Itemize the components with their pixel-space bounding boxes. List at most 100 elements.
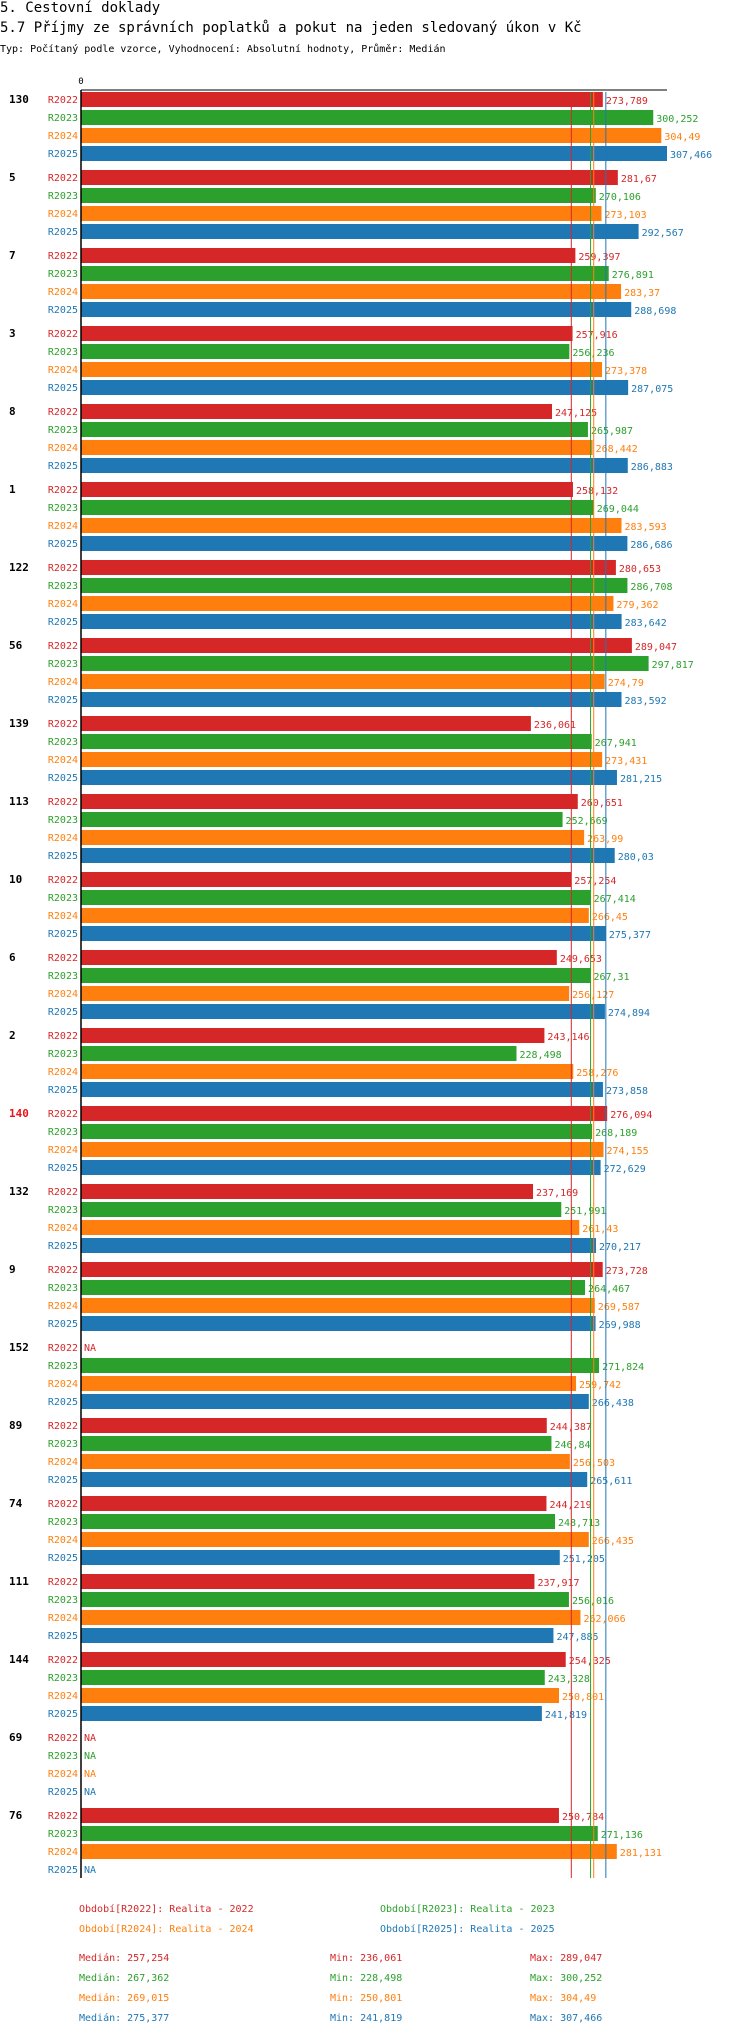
bar-r2024 bbox=[81, 752, 603, 767]
data-label: 241,819 bbox=[545, 1710, 587, 1721]
series-label: R2025 bbox=[48, 461, 78, 472]
series-label: R2024 bbox=[48, 1145, 78, 1156]
bar-r2022 bbox=[81, 404, 552, 419]
series-label: R2022 bbox=[48, 1265, 78, 1276]
series-label: R2024 bbox=[48, 677, 78, 688]
series-label: R2022 bbox=[48, 173, 78, 184]
group-label: 140 bbox=[9, 1107, 29, 1120]
data-label: 254,325 bbox=[569, 1656, 611, 1667]
data-label: 268,189 bbox=[595, 1128, 637, 1139]
bar-r2022 bbox=[81, 1808, 559, 1823]
data-label: 286,708 bbox=[630, 582, 672, 593]
series-label: R2023 bbox=[48, 1439, 78, 1450]
bar-r2023 bbox=[81, 1358, 600, 1373]
bar-r2025 bbox=[81, 536, 628, 551]
bar-r2023 bbox=[81, 812, 563, 827]
bar-r2022 bbox=[81, 1106, 608, 1121]
data-label: 271,136 bbox=[601, 1830, 643, 1841]
data-label: 243,328 bbox=[548, 1674, 590, 1685]
series-label: R2024 bbox=[48, 599, 78, 610]
bar-r2022 bbox=[81, 248, 576, 263]
series-label: R2023 bbox=[48, 1673, 78, 1684]
bar-r2024 bbox=[81, 362, 603, 377]
data-label: 269,044 bbox=[597, 504, 639, 515]
data-label: 263,99 bbox=[587, 834, 623, 845]
stat-max: Max: 289,047 bbox=[530, 1953, 602, 1964]
data-label: 250,801 bbox=[562, 1692, 604, 1703]
bar-r2024 bbox=[81, 1220, 580, 1235]
series-label: R2025 bbox=[48, 383, 78, 394]
bar-r2024 bbox=[81, 1688, 560, 1703]
group-label: 8 bbox=[9, 405, 16, 418]
series-label: R2023 bbox=[48, 1751, 78, 1762]
data-label: 300,252 bbox=[656, 114, 698, 125]
series-label: R2025 bbox=[48, 1631, 78, 1642]
data-label: 280,653 bbox=[619, 564, 661, 575]
data-label: 259,742 bbox=[579, 1380, 621, 1391]
series-label: R2023 bbox=[48, 1049, 78, 1060]
series-label: R2025 bbox=[48, 227, 78, 238]
bar-r2022 bbox=[81, 1028, 545, 1043]
data-label: 244,219 bbox=[549, 1500, 591, 1511]
series-label: R2024 bbox=[48, 287, 78, 298]
data-label: 266,438 bbox=[592, 1398, 634, 1409]
group-label: 6 bbox=[9, 951, 16, 964]
group-label: 56 bbox=[9, 639, 23, 652]
bar-r2023 bbox=[81, 1592, 569, 1607]
group-label: 89 bbox=[9, 1419, 22, 1432]
bar-r2024 bbox=[81, 908, 589, 923]
series-label: R2024 bbox=[48, 1535, 78, 1546]
bar-r2023 bbox=[81, 734, 592, 749]
stat-min: Min: 236,061 bbox=[330, 1953, 402, 1964]
series-label: R2022 bbox=[48, 875, 78, 886]
bar-r2022 bbox=[81, 1652, 566, 1667]
group-label: 9 bbox=[9, 1263, 16, 1276]
group-label: 5 bbox=[9, 171, 16, 184]
bar-r2023 bbox=[81, 110, 654, 125]
stat-min: Min: 228,498 bbox=[330, 1973, 402, 1984]
bar-r2023 bbox=[81, 578, 628, 593]
series-label: R2023 bbox=[48, 269, 78, 280]
data-label: 256,016 bbox=[572, 1596, 614, 1607]
bar-r2025 bbox=[81, 1082, 603, 1097]
data-label: 274,79 bbox=[608, 678, 644, 689]
section-title: 5. Cestovní doklady bbox=[0, 0, 161, 16]
data-label: 281,131 bbox=[620, 1848, 662, 1859]
series-label: R2025 bbox=[48, 695, 78, 706]
na-label: NA bbox=[84, 1751, 96, 1762]
series-label: R2023 bbox=[48, 503, 78, 514]
bar-r2024 bbox=[81, 1532, 589, 1547]
series-label: R2024 bbox=[48, 989, 78, 1000]
bar-r2025 bbox=[81, 380, 629, 395]
bar-r2025 bbox=[81, 1394, 589, 1409]
bar-r2023 bbox=[81, 266, 609, 281]
data-label: 265,987 bbox=[591, 426, 633, 437]
data-label: 237,169 bbox=[536, 1188, 578, 1199]
data-label: 236,061 bbox=[534, 720, 576, 731]
series-label: R2025 bbox=[48, 149, 78, 160]
na-label: NA bbox=[84, 1865, 96, 1876]
data-label: 262,066 bbox=[583, 1614, 625, 1625]
stat-median: Medián: 257,254 bbox=[79, 1952, 169, 1964]
series-label: R2025 bbox=[48, 1475, 78, 1486]
series-label: R2025 bbox=[48, 1163, 78, 1174]
data-label: 273,431 bbox=[605, 756, 647, 767]
group-label: 76 bbox=[9, 1809, 23, 1822]
group-label: 10 bbox=[9, 873, 22, 886]
data-label: 249,653 bbox=[560, 954, 602, 965]
bar-r2023 bbox=[81, 1046, 517, 1061]
bar-r2025 bbox=[81, 848, 615, 863]
bar-r2025 bbox=[81, 1550, 560, 1565]
bar-r2023 bbox=[81, 188, 596, 203]
series-label: R2022 bbox=[48, 329, 78, 340]
series-label: R2022 bbox=[48, 1109, 78, 1120]
bar-r2025 bbox=[81, 926, 606, 941]
series-label: R2024 bbox=[48, 1301, 78, 1312]
data-label: 307,466 bbox=[670, 150, 712, 161]
group-label: 69 bbox=[9, 1731, 22, 1744]
bar-r2025 bbox=[81, 224, 639, 239]
bar-r2025 bbox=[81, 1004, 605, 1019]
series-label: R2025 bbox=[48, 929, 78, 940]
group-label: 7 bbox=[9, 249, 16, 262]
legend-item-r2023: Období[R2023]: Realita - 2023 bbox=[380, 1903, 555, 1915]
